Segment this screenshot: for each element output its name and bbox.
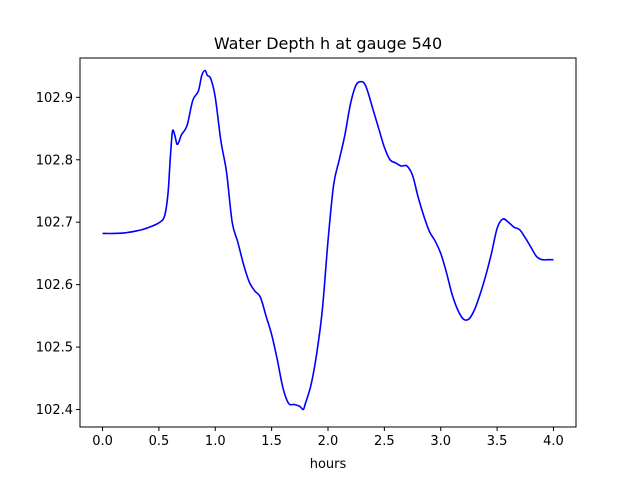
- y-tick-label: 102.9: [36, 91, 73, 106]
- x-tick-label: 2.0: [318, 434, 339, 449]
- x-axis-label: hours: [310, 457, 347, 472]
- x-axis: 0.0 0.5 1.0 1.5 2.0 2.5 3.0 3.5 4.0: [92, 427, 564, 449]
- y-tick-label: 102.6: [36, 278, 73, 293]
- y-tick-label: 102.7: [36, 216, 73, 231]
- y-tick-label: 102.4: [36, 403, 73, 418]
- series-line: [102, 69, 554, 411]
- x-tick-label: 0.0: [92, 434, 113, 449]
- x-tick-label: 1.5: [261, 434, 282, 449]
- x-tick-label: 4.0: [543, 434, 564, 449]
- y-tick-label: 102.8: [36, 153, 73, 168]
- series-layer: [102, 69, 554, 411]
- y-axis: 102.4 102.5 102.6 102.7 102.8 102.9: [36, 91, 80, 418]
- y-tick-label: 102.5: [36, 341, 73, 356]
- x-tick-label: 3.5: [487, 434, 508, 449]
- x-tick-label: 3.0: [430, 434, 451, 449]
- x-tick-label: 2.5: [374, 434, 395, 449]
- chart-title: Water Depth h at gauge 540: [214, 34, 442, 53]
- x-tick-label: 1.0: [205, 434, 226, 449]
- x-tick-label: 0.5: [149, 434, 170, 449]
